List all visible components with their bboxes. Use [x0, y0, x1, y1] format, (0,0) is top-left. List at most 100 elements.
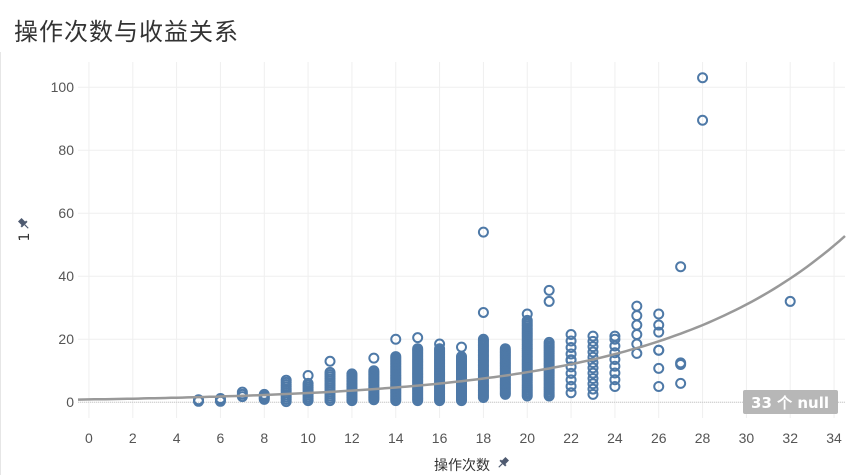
data-point[interactable]: [302, 369, 314, 381]
data-point[interactable]: [543, 336, 555, 348]
data-point[interactable]: [324, 355, 336, 367]
data-point[interactable]: [587, 346, 599, 358]
data-point[interactable]: [587, 335, 599, 347]
data-point[interactable]: [609, 360, 621, 372]
data-point[interactable]: [499, 343, 511, 355]
null-indicator[interactable]: 33 个 null: [743, 390, 838, 414]
data-point[interactable]: [543, 295, 555, 307]
data-point[interactable]: [609, 330, 621, 342]
data-point[interactable]: [631, 300, 643, 312]
pin-icon[interactable]: [496, 456, 510, 470]
data-point[interactable]: [565, 335, 577, 347]
data-point[interactable]: [587, 372, 599, 384]
data-point[interactable]: [653, 344, 665, 356]
y-tick-label: 80: [58, 142, 74, 158]
data-point[interactable]: [675, 377, 687, 389]
data-point[interactable]: [587, 341, 599, 353]
data-point[interactable]: [543, 284, 555, 296]
data-point[interactable]: [631, 347, 643, 359]
y-axis-title: 1: [17, 217, 33, 242]
x-axis-label: 操作次数: [434, 458, 490, 474]
data-point[interactable]: [214, 392, 226, 404]
data-point[interactable]: [302, 377, 314, 389]
data-point[interactable]: [631, 319, 643, 331]
data-point[interactable]: [521, 314, 533, 326]
data-point[interactable]: [653, 326, 665, 338]
data-point[interactable]: [697, 72, 709, 84]
x-tick-label: 18: [476, 430, 492, 446]
x-tick-label: 30: [739, 430, 755, 446]
data-point[interactable]: [697, 114, 709, 126]
data-point[interactable]: [587, 378, 599, 390]
trend-line[interactable]: [77, 235, 846, 401]
data-point[interactable]: [609, 367, 621, 379]
y-tick-label: 60: [58, 205, 74, 221]
data-point[interactable]: [456, 341, 467, 353]
data-point[interactable]: [521, 308, 533, 320]
y-tick-label: 20: [58, 331, 74, 347]
data-point[interactable]: [653, 319, 665, 331]
data-point[interactable]: [565, 361, 577, 373]
x-tick-label: 2: [129, 430, 137, 446]
data-point[interactable]: [609, 374, 621, 386]
null-indicator-label: 33 个 null: [751, 394, 829, 412]
data-point[interactable]: [565, 374, 577, 386]
data-point[interactable]: [390, 333, 402, 345]
x-tick-label: 34: [826, 430, 842, 446]
data-point[interactable]: [675, 261, 687, 273]
data-point[interactable]: [631, 329, 643, 341]
data-point[interactable]: [565, 367, 577, 379]
data-point[interactable]: [346, 368, 358, 380]
x-tick-label: 8: [260, 430, 268, 446]
data-point[interactable]: [477, 333, 489, 345]
x-tick-label: 14: [388, 430, 404, 446]
data-point[interactable]: [565, 387, 577, 399]
data-point[interactable]: [631, 310, 643, 322]
data-point[interactable]: [368, 365, 380, 377]
data-point[interactable]: [609, 380, 621, 392]
x-tick-label: 22: [563, 430, 579, 446]
x-tick-label: 20: [519, 430, 535, 446]
data-point[interactable]: [565, 329, 577, 341]
data-point[interactable]: [784, 295, 796, 307]
data-points[interactable]: [193, 72, 796, 408]
data-point[interactable]: [587, 357, 599, 369]
data-point[interactable]: [434, 343, 446, 355]
x-tick-label: 10: [300, 430, 316, 446]
data-point[interactable]: [587, 362, 599, 374]
x-tick-label: 28: [695, 430, 711, 446]
data-point[interactable]: [412, 343, 424, 355]
x-tick-label: 0: [85, 430, 93, 446]
data-point[interactable]: [390, 351, 402, 363]
data-point[interactable]: [565, 341, 577, 353]
data-point[interactable]: [412, 332, 424, 344]
x-axis-title: 操作次数: [434, 456, 510, 474]
y-axis-label: 1: [17, 233, 33, 242]
data-point[interactable]: [653, 308, 665, 320]
data-point[interactable]: [565, 380, 577, 392]
y-tick-label: 0: [66, 394, 74, 410]
pin-icon[interactable]: [17, 217, 31, 231]
chart-title: 操作次数与收益关系: [14, 18, 239, 46]
data-point[interactable]: [368, 352, 380, 364]
x-tick-label: 12: [344, 430, 360, 446]
data-point[interactable]: [587, 367, 599, 379]
data-point[interactable]: [434, 338, 446, 350]
data-point[interactable]: [587, 383, 599, 395]
y-tick-label: 40: [58, 268, 74, 284]
data-point[interactable]: [477, 226, 489, 238]
x-tick-label: 16: [432, 430, 448, 446]
data-point[interactable]: [653, 362, 665, 374]
data-point[interactable]: [565, 348, 577, 360]
data-point[interactable]: [477, 306, 489, 318]
x-axis-ticks: 0 2 4 6 8 10 12 14 16 18 20 22 24 26 28 30 32 34: [85, 430, 842, 446]
data-point[interactable]: [324, 366, 336, 378]
data-point[interactable]: [653, 380, 665, 392]
data-point[interactable]: [675, 357, 687, 369]
data-point[interactable]: [587, 388, 599, 400]
data-point[interactable]: [280, 374, 292, 386]
x-tick-label: 6: [217, 430, 225, 446]
x-tick-label: 24: [607, 430, 623, 446]
data-point[interactable]: [587, 330, 599, 342]
